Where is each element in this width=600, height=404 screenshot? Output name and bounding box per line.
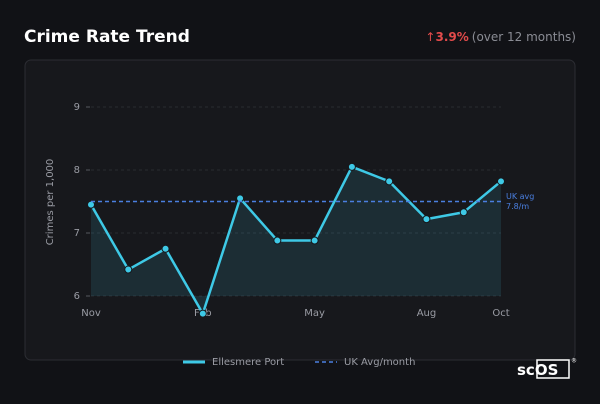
brand-logo: scOS [517,361,558,379]
annotation: 7.8/m [506,202,529,211]
legend-label: Ellesmere Port [212,357,284,368]
brand-box [536,359,570,379]
point [198,309,207,318]
x-tick-label: May [304,308,325,319]
point [161,244,170,253]
point [124,265,133,274]
point [347,162,356,171]
y-tick-label: 9 [74,102,80,113]
change-indicator: ↑3.9% (over 12 months) [425,30,576,44]
y-tick-label: 8 [74,165,80,176]
x-tick-label: Nov [81,308,101,319]
point [497,177,505,186]
area [91,166,501,314]
point [422,215,431,224]
point [310,236,319,245]
annotation: UK avg [506,192,534,201]
x-tick-label: Aug [417,308,437,319]
point [385,177,394,186]
x-tick-label: Oct [492,308,509,319]
point [273,236,282,245]
chart-title: Crime Rate Trend [24,27,190,47]
y-tick-label: 6 [74,291,80,302]
brand-part: OS [535,361,559,379]
point [459,208,468,217]
change-arrow: ↑ [425,30,435,44]
y-axis-label: Crimes per 1,000 [45,159,56,246]
brand-part: sc [517,361,535,379]
line [89,165,502,315]
panel [24,59,576,361]
change-note: (over 12 months) [472,30,576,44]
brand-mark: ® [571,358,577,365]
change-value: 3.9% [435,30,468,44]
y-tick-label: 7 [74,228,80,239]
legend-label: UK Avg/month [344,357,415,368]
